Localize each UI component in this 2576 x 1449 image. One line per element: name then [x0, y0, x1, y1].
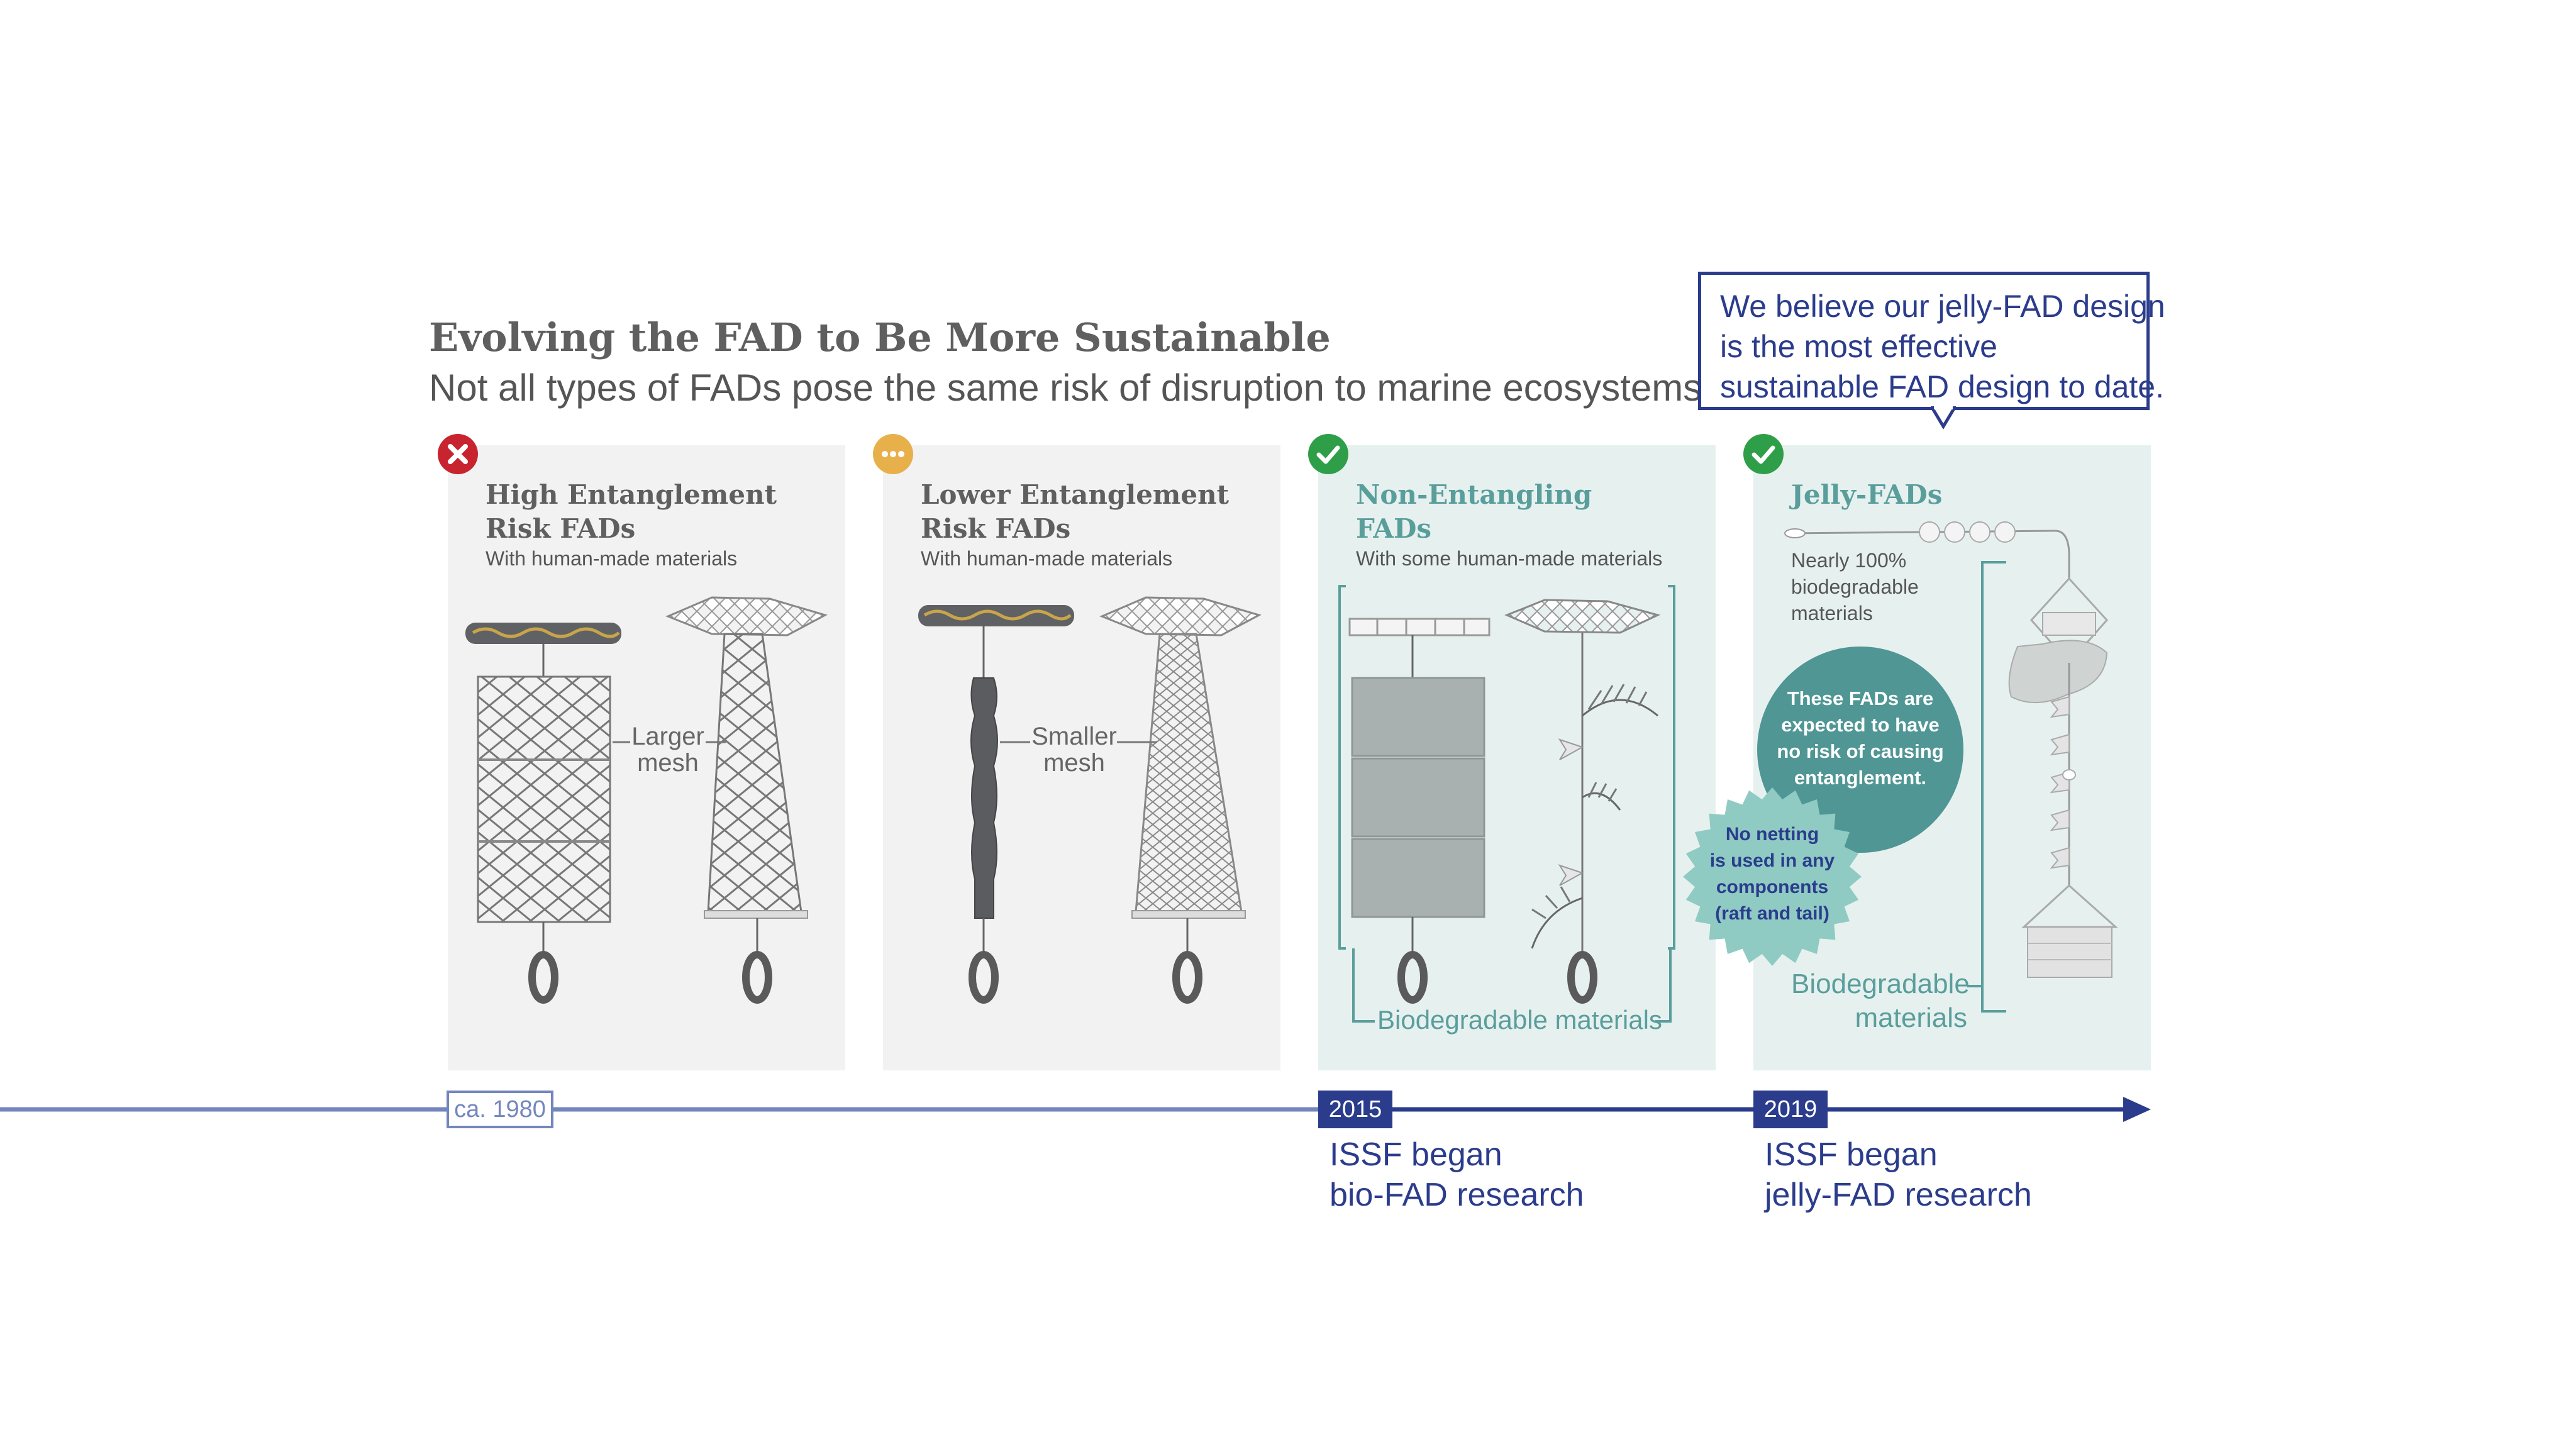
panel-high-entanglement: High Entanglement Risk FADs With human-m… — [448, 445, 845, 1070]
mesh-label-line: mesh — [637, 749, 699, 777]
page-subtitle: Not all types of FADs pose the same risk… — [429, 367, 1713, 409]
panel-lower-entanglement: Lower Entanglement Risk FADs With human-… — [883, 445, 1280, 1070]
timeline-arrow-icon — [2123, 1097, 2151, 1122]
ellipsis-icon — [873, 434, 913, 474]
timeline-year-2015: 2015 — [1318, 1091, 1392, 1128]
starburst-line: (raft and tail) — [1715, 903, 1829, 924]
risk-circle-text: These FADs are expected to have no risk … — [1776, 686, 1945, 791]
x-icon — [438, 434, 478, 474]
panel-title: Lower Entanglement Risk FADs — [921, 478, 1229, 546]
check-icon — [1743, 434, 1784, 474]
callout-line: sustainable FAD design to date. — [1720, 369, 2165, 404]
panel-title: Jelly-FADs — [1791, 479, 1943, 510]
panel-title-line: Non-Entangling — [1356, 479, 1592, 510]
panel-subtitle: With some human-made materials — [1356, 547, 1663, 570]
mesh-label-line: Smaller — [1031, 723, 1117, 750]
page-title: Evolving the FAD to Be More Sustainable — [429, 314, 1331, 360]
panel-title-line: Risk FADs — [921, 513, 1071, 544]
panel-jelly-fads: Jelly-FADs Nearly 100% biodegradable mat… — [1753, 445, 2151, 1070]
panel-title-line: Risk FADs — [486, 513, 636, 544]
risk-circle-line: no risk of causing — [1777, 740, 1944, 762]
timeline-year-2019: 2019 — [1753, 1091, 1828, 1128]
timeline-event-line: bio-FAD research — [1330, 1177, 1584, 1213]
starburst-line: No netting — [1725, 824, 1819, 845]
fad-illustration-non-entangling — [1338, 585, 1675, 1023]
timeline-event-2019: ISSF began jelly-FAD research — [1765, 1135, 2032, 1215]
timeline-event-line: ISSF began — [1330, 1136, 1502, 1173]
mesh-label-line: mesh — [1043, 749, 1105, 777]
timeline-event-2015: ISSF began bio-FAD research — [1330, 1135, 1584, 1215]
panel-title-line: FADs — [1356, 513, 1432, 544]
panel-subtitle: Nearly 100% biodegradable materials — [1791, 547, 1919, 626]
fad-illustration-jelly — [1757, 521, 2118, 1013]
no-netting-text: No netting is used in any components (ra… — [1698, 821, 1846, 927]
panel-subtitle: With human-made materials — [486, 547, 738, 570]
bio-label-line: materials — [1855, 1002, 1968, 1033]
bracket-label: Biodegradable materials — [1377, 1005, 1662, 1035]
fad-illustration-high-risk — [465, 596, 828, 1004]
no-netting-starburst — [1683, 787, 1862, 966]
mesh-label: Smaller mesh — [1030, 723, 1118, 776]
panel-title: High Entanglement Risk FADs — [486, 478, 777, 546]
risk-circle-line: entanglement. — [1794, 767, 1927, 789]
timeline-event-line: ISSF began — [1765, 1136, 1938, 1173]
panel-subtitle: With human-made materials — [921, 547, 1173, 570]
bio-label-line: Biodegradable — [1791, 969, 1970, 999]
timeline — [0, 1097, 2151, 1122]
panel-subtitle-line: biodegradable — [1791, 575, 1919, 598]
timeline-start-label: ca. 1980 — [447, 1091, 553, 1128]
mesh-label: Larger mesh — [630, 723, 706, 776]
mesh-label-line: Larger — [631, 723, 704, 750]
panel-title-line: Lower Entanglement — [921, 479, 1230, 510]
starburst-line: is used in any — [1709, 850, 1835, 871]
timeline-event-line: jelly-FAD research — [1765, 1177, 2032, 1213]
callout-line: is the most effective — [1720, 329, 1997, 364]
panel-subtitle-line: Nearly 100% — [1791, 549, 1907, 572]
bio-label: Biodegradable materials — [1791, 967, 1970, 1035]
fad-illustration-lower-risk — [918, 596, 1262, 1004]
panel-subtitle-line: materials — [1791, 602, 1873, 625]
check-icon — [1308, 434, 1348, 474]
risk-circle-line: These FADs are — [1787, 687, 1934, 709]
callout-line: We believe our jelly-FAD design — [1720, 289, 2165, 324]
panel-title-line: High Entanglement — [486, 479, 777, 510]
starburst-line: components — [1716, 877, 1829, 897]
callout-pointer — [1931, 406, 1956, 430]
panel-title: Non-Entangling FADs — [1356, 478, 1592, 546]
risk-circle-line: expected to have — [1781, 714, 1940, 736]
panel-non-entangling: Non-Entangling FADs With some human-made… — [1318, 445, 1716, 1070]
jelly-fad-callout: We believe our jelly-FAD design is the m… — [1698, 272, 2165, 410]
